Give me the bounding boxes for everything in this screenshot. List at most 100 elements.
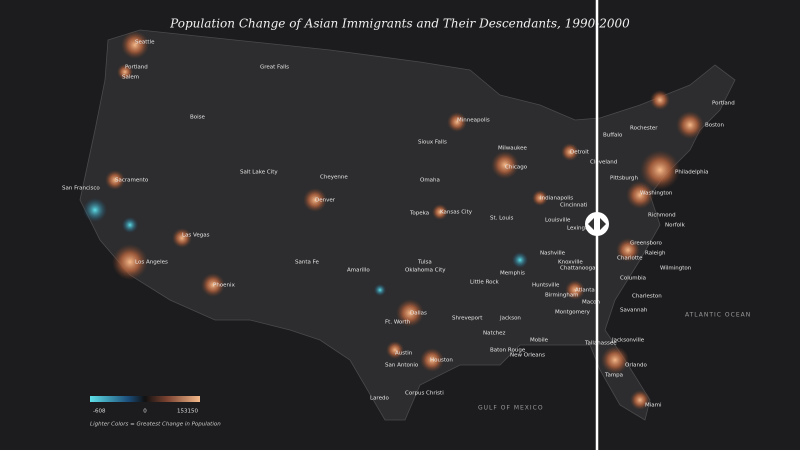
city-label: New Orleans xyxy=(510,353,545,359)
city-label: Richmond xyxy=(648,213,676,219)
hotspot xyxy=(512,252,528,268)
city-label: Amarillo xyxy=(347,268,370,274)
city-label: Chicago xyxy=(505,165,528,171)
map-title: Population Change of Asian Immigrants an… xyxy=(169,17,630,31)
hotspot xyxy=(601,346,629,374)
city-label: Jackson xyxy=(499,316,521,322)
city-label: Norfolk xyxy=(665,223,686,229)
city-label: Rochester xyxy=(630,126,658,132)
water-label: GULF OF MEXICO xyxy=(478,405,544,412)
city-label: San Francisco xyxy=(62,186,100,192)
city-label: Atlanta xyxy=(575,288,595,294)
city-label: Houston xyxy=(430,358,453,364)
city-label: Detroit xyxy=(570,150,590,156)
city-label: Cheyenne xyxy=(320,175,348,181)
city-label: Buffalo xyxy=(603,133,623,139)
hotspots xyxy=(83,31,704,410)
city-label: Mobile xyxy=(530,338,549,344)
hotspot xyxy=(565,280,585,300)
city-label: Las Vegas xyxy=(182,233,210,239)
hotspot xyxy=(386,341,404,359)
city-label: Natchez xyxy=(483,331,506,337)
hotspot xyxy=(303,188,327,212)
city-label: Milwaukee xyxy=(498,146,528,152)
hotspot xyxy=(447,112,467,132)
city-label: Salem xyxy=(122,75,139,81)
water-label: ATLANTIC OCEAN xyxy=(685,312,751,319)
hotspot xyxy=(172,228,192,248)
city-label: St. Louis xyxy=(490,216,513,222)
city-label: Greensboro xyxy=(630,241,663,247)
city-label: Denver xyxy=(315,198,336,204)
city-label: Seattle xyxy=(135,40,155,46)
city-label: Corpus Christi xyxy=(405,391,444,397)
hotspot xyxy=(630,390,650,410)
hotspot xyxy=(117,64,133,80)
city-label: Little Rock xyxy=(470,280,500,286)
city-label: Santa Fe xyxy=(295,260,319,266)
city-label: Orlando xyxy=(625,363,647,369)
city-label: Tampa xyxy=(604,373,623,379)
city-label: Huntsville xyxy=(532,283,560,289)
city-label: Baton Rouge xyxy=(490,348,526,354)
city-label: Wilmington xyxy=(660,266,692,272)
city-label: Sioux Falls xyxy=(418,140,447,146)
city-label: Columbia xyxy=(620,276,646,282)
hotspot xyxy=(640,150,680,190)
compare-handle[interactable] xyxy=(585,212,609,236)
city-label: Great Falls xyxy=(260,65,289,71)
legend-mid: 0 xyxy=(143,409,147,415)
city-label: Cleveland xyxy=(590,160,617,166)
city-label: Austin xyxy=(395,351,413,357)
hotspot xyxy=(491,151,519,179)
hotspot xyxy=(432,204,448,220)
city-label: Salt Lake City xyxy=(240,170,278,176)
city-label: Knoxville xyxy=(558,260,583,266)
city-label: Macon xyxy=(582,300,601,306)
city-label: Raleigh xyxy=(645,251,666,257)
city-label: Portland xyxy=(125,65,148,71)
city-label: Charlotte xyxy=(617,256,643,262)
city-label: Washington xyxy=(640,191,673,197)
city-label: Boise xyxy=(190,115,206,121)
hotspot xyxy=(396,299,424,327)
hotspot xyxy=(676,111,704,139)
city-label: Dallas xyxy=(410,311,427,317)
city-label: Oklahoma City xyxy=(405,268,446,274)
city-labels: Seattle Portland Salem Great Falls Boise Sacr… xyxy=(62,40,735,409)
hotspot xyxy=(561,143,579,161)
legend-max: 153150 xyxy=(177,409,198,415)
city-label: Cincinnati xyxy=(560,203,588,209)
legend-min: -608 xyxy=(93,409,106,415)
hotspot xyxy=(650,90,670,110)
hotspot xyxy=(616,238,640,262)
city-label: Miami xyxy=(645,403,662,409)
city-label: Montgomery xyxy=(555,310,591,316)
city-label: San Antonio xyxy=(385,363,419,369)
city-label: Omaha xyxy=(420,178,440,184)
city-label: Jacksonville xyxy=(611,338,645,344)
city-label: Savannah xyxy=(620,308,648,314)
hotspot xyxy=(83,198,107,222)
city-label: Minneapolis xyxy=(457,118,490,124)
hotspot xyxy=(122,217,138,233)
hotspot xyxy=(112,244,148,280)
hotspot xyxy=(420,348,444,372)
legend-note: Lighter Colors = Greatest Change in Popu… xyxy=(90,422,221,428)
city-label: Pittsburgh xyxy=(610,176,639,182)
city-label: Topeka xyxy=(409,211,429,217)
city-label: Shreveport xyxy=(452,316,483,322)
legend-bar xyxy=(90,396,200,402)
city-label: Laredo xyxy=(370,396,389,402)
city-label: Ft. Worth xyxy=(385,320,411,326)
hotspot xyxy=(374,284,386,296)
hotspot xyxy=(201,273,225,297)
city-label: Louisville xyxy=(545,218,571,224)
hotspot xyxy=(105,170,125,190)
hotspot xyxy=(532,190,548,206)
city-label: Nashville xyxy=(540,251,566,257)
city-label: Tallahassee xyxy=(584,341,617,347)
city-label: Lexington xyxy=(567,226,595,232)
city-label: Phoenix xyxy=(213,283,236,289)
